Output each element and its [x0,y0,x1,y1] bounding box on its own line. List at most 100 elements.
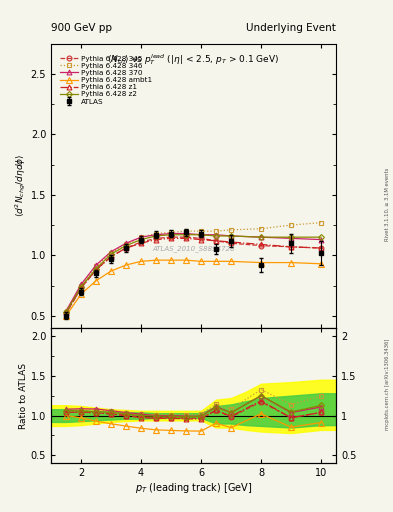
Pythia 6.428 z1 [154,237,158,243]
Pythia 6.428 346 [214,228,219,234]
Pythia 6.428 345 [139,239,143,245]
Pythia 6.428 370 [154,231,158,238]
Pythia 6.428 z1 [289,244,294,250]
Pythia 6.428 z2 [289,234,294,240]
Pythia 6.428 z1 [94,267,98,273]
Pythia 6.428 z2 [79,284,83,290]
Pythia 6.428 346 [109,250,114,256]
Pythia 6.428 ambt1 [169,257,173,263]
Line: Pythia 6.428 ambt1: Pythia 6.428 ambt1 [63,258,324,318]
Pythia 6.428 346 [289,222,294,228]
Pythia 6.428 370 [214,231,219,238]
Pythia 6.428 345 [319,245,323,251]
Pythia 6.428 z2 [109,251,114,257]
Pythia 6.428 345 [289,244,294,250]
Pythia 6.428 346 [79,283,83,289]
Pythia 6.428 345 [124,245,129,251]
Pythia 6.428 ambt1 [64,313,68,319]
Pythia 6.428 z2 [139,237,143,243]
Pythia 6.428 345 [64,310,68,316]
Text: mcplots.cern.ch [arXiv:1306.3436]: mcplots.cern.ch [arXiv:1306.3436] [385,338,390,430]
Pythia 6.428 370 [109,249,114,255]
Pythia 6.428 370 [169,230,173,237]
Pythia 6.428 345 [109,253,114,260]
Text: ATLAS_2010_S8894728: ATLAS_2010_S8894728 [152,245,235,252]
Pythia 6.428 ambt1 [259,260,263,266]
Pythia 6.428 z1 [79,285,83,291]
Pythia 6.428 ambt1 [79,291,83,297]
Pythia 6.428 ambt1 [124,262,129,268]
Pythia 6.428 ambt1 [139,258,143,264]
Pythia 6.428 z2 [94,266,98,272]
Pythia 6.428 ambt1 [199,258,204,264]
Pythia 6.428 z1 [124,245,129,251]
Pythia 6.428 346 [139,234,143,240]
Pythia 6.428 z1 [199,237,204,243]
Pythia 6.428 z2 [154,233,158,239]
Pythia 6.428 ambt1 [94,278,98,284]
Pythia 6.428 ambt1 [319,261,323,267]
Pythia 6.428 345 [259,243,263,249]
Y-axis label: $\langle d^{2} N_{chg}/d\eta d\phi\rangle$: $\langle d^{2} N_{chg}/d\eta d\phi\rangl… [13,154,28,218]
Pythia 6.428 346 [184,228,188,234]
Pythia 6.428 345 [94,267,98,273]
Pythia 6.428 z2 [124,243,129,249]
Pythia 6.428 370 [139,234,143,240]
Pythia 6.428 ambt1 [289,260,294,266]
Pythia 6.428 370 [319,237,323,243]
Pythia 6.428 346 [154,230,158,237]
Pythia 6.428 346 [229,227,233,233]
Pythia 6.428 370 [64,308,68,314]
Pythia 6.428 346 [64,309,68,315]
Pythia 6.428 ambt1 [214,258,219,264]
Pythia 6.428 ambt1 [109,268,114,274]
Pythia 6.428 346 [199,228,204,234]
Pythia 6.428 ambt1 [154,257,158,263]
Pythia 6.428 z1 [169,236,173,242]
Pythia 6.428 345 [79,285,83,291]
Line: Pythia 6.428 z1: Pythia 6.428 z1 [64,236,323,316]
Pythia 6.428 370 [259,234,263,240]
Pythia 6.428 z2 [229,233,233,239]
Text: Rivet 3.1.10, ≥ 3.1M events: Rivet 3.1.10, ≥ 3.1M events [385,168,390,242]
Y-axis label: Ratio to ATLAS: Ratio to ATLAS [19,362,28,429]
Pythia 6.428 370 [289,236,294,242]
Pythia 6.428 345 [184,234,188,240]
Pythia 6.428 370 [229,233,233,239]
Line: Pythia 6.428 370: Pythia 6.428 370 [64,231,323,313]
Pythia 6.428 370 [184,230,188,237]
Pythia 6.428 345 [229,240,233,246]
Pythia 6.428 z1 [109,253,114,260]
Pythia 6.428 370 [199,231,204,238]
Pythia 6.428 z1 [259,241,263,247]
Pythia 6.428 z1 [184,236,188,242]
Legend: Pythia 6.428 345, Pythia 6.428 346, Pythia 6.428 370, Pythia 6.428 ambt1, Pythia: Pythia 6.428 345, Pythia 6.428 346, Pyth… [61,56,152,104]
Pythia 6.428 346 [124,241,129,247]
Pythia 6.428 z2 [199,231,204,238]
Pythia 6.428 z1 [229,239,233,245]
Pythia 6.428 345 [214,238,219,244]
Pythia 6.428 370 [79,281,83,287]
Pythia 6.428 ambt1 [229,258,233,264]
Text: $\langle N_{ch}\rangle$ vs $p_T^{lead}$ ($|\eta|$ < 2.5, $p_T$ > 0.1 GeV): $\langle N_{ch}\rangle$ vs $p_T^{lead}$ … [107,52,280,67]
X-axis label: $p_T$ (leading track) [GeV]: $p_T$ (leading track) [GeV] [135,481,252,495]
Line: Pythia 6.428 345: Pythia 6.428 345 [64,234,323,316]
Pythia 6.428 z1 [214,238,219,244]
Pythia 6.428 ambt1 [184,257,188,263]
Pythia 6.428 z1 [319,245,323,251]
Pythia 6.428 z2 [319,234,323,240]
Pythia 6.428 z2 [259,234,263,240]
Pythia 6.428 346 [94,263,98,269]
Pythia 6.428 346 [169,229,173,236]
Text: Underlying Event: Underlying Event [246,23,336,33]
Pythia 6.428 z2 [214,233,219,239]
Pythia 6.428 370 [124,240,129,246]
Pythia 6.428 370 [94,262,98,268]
Pythia 6.428 z1 [64,310,68,316]
Pythia 6.428 346 [259,226,263,232]
Pythia 6.428 345 [154,236,158,242]
Pythia 6.428 345 [169,234,173,240]
Pythia 6.428 z2 [64,309,68,315]
Pythia 6.428 345 [199,236,204,242]
Pythia 6.428 z1 [139,240,143,246]
